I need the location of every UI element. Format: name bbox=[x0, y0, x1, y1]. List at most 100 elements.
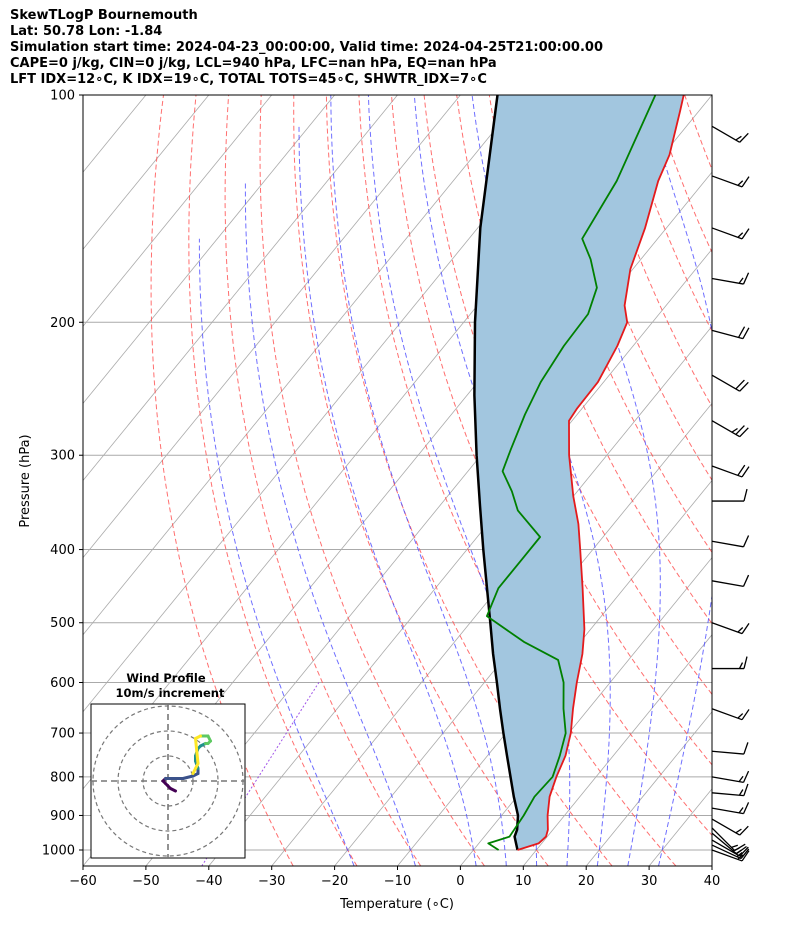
wind-barb-feather bbox=[735, 828, 742, 834]
title-line-location: Lat: 50.78 Lon: -1.84 bbox=[10, 24, 163, 39]
y-tick-label: 500 bbox=[50, 616, 75, 631]
isotherm-line bbox=[334, 402, 712, 866]
dry-adiabat bbox=[150, 95, 294, 866]
isotherm-line bbox=[83, 95, 273, 327]
wind-barb-staff bbox=[711, 832, 737, 855]
wind-barb-feather bbox=[737, 713, 744, 719]
wind-barb bbox=[711, 818, 749, 836]
wind-barb bbox=[711, 175, 750, 188]
isotherm-line bbox=[83, 95, 84, 96]
wind-barb-feather bbox=[741, 466, 750, 478]
wind-barb bbox=[711, 125, 749, 143]
wind-barb-feather bbox=[737, 854, 744, 860]
wind-barb-feather bbox=[735, 135, 742, 141]
wind-barb-feather bbox=[742, 770, 750, 783]
y-tick-label: 1000 bbox=[42, 844, 75, 859]
dewpoint-profile-line bbox=[485, 95, 657, 851]
y-tick-label: 400 bbox=[50, 543, 75, 558]
cin-shading bbox=[474, 95, 684, 850]
wind-barb-feather bbox=[743, 742, 749, 755]
wind-barb-feather bbox=[743, 656, 748, 669]
wind-barb-feather bbox=[741, 176, 750, 188]
wind-barb-feather bbox=[742, 272, 750, 285]
dry-adiabat bbox=[521, 95, 712, 554]
wind-barb bbox=[711, 844, 750, 860]
isotherm-line bbox=[83, 95, 335, 405]
wind-barb-feather bbox=[738, 662, 744, 669]
wind-barb-staff bbox=[711, 465, 743, 478]
wind-barb-feather bbox=[739, 427, 749, 438]
wind-barb-feather bbox=[742, 535, 750, 548]
wind-barb-staff bbox=[711, 540, 744, 548]
wind-barb-feather bbox=[738, 775, 744, 782]
wind-barb-staff bbox=[711, 708, 743, 721]
x-tick-label: 0 bbox=[456, 874, 464, 889]
wind-barb-staff bbox=[711, 792, 744, 797]
hodograph-ring bbox=[117, 730, 219, 832]
wind-barb-feather bbox=[741, 850, 750, 862]
title-line-stability-indices: LFT IDX=12∘C, K IDX=19∘C, TOTAL TOTS=45∘… bbox=[10, 72, 487, 87]
dry-adiabat bbox=[783, 95, 794, 866]
isotherm-line bbox=[145, 171, 712, 866]
dry-adiabat bbox=[750, 95, 794, 866]
isotherm-line bbox=[775, 95, 794, 866]
wind-barb-staff bbox=[711, 849, 743, 862]
wind-barb-staff bbox=[711, 374, 741, 392]
wind-barb-feather bbox=[739, 825, 749, 836]
wind-barb-staff bbox=[711, 420, 741, 438]
x-tick-label: −10 bbox=[384, 874, 411, 889]
wind-barb-staff bbox=[711, 277, 744, 285]
wind-barb-feather bbox=[741, 623, 750, 635]
x-tick-label: −30 bbox=[258, 874, 285, 889]
wind-barb-feather bbox=[737, 180, 744, 186]
wind-barb-feather bbox=[735, 425, 745, 435]
y-tick-label: 200 bbox=[50, 316, 75, 331]
wind-barb-staff bbox=[711, 175, 743, 188]
wind-barb bbox=[711, 227, 750, 240]
wind-barb bbox=[712, 488, 748, 502]
x-tick-label: 10 bbox=[515, 874, 532, 889]
wind-barb bbox=[711, 849, 750, 862]
wind-barb bbox=[711, 708, 750, 721]
wind-barb bbox=[711, 802, 750, 815]
wind-barb-feather bbox=[731, 844, 739, 849]
moist-adiabat bbox=[298, 126, 477, 866]
wind-barb bbox=[711, 770, 750, 784]
wind-barb bbox=[712, 656, 748, 670]
y-tick-label: 700 bbox=[50, 727, 75, 742]
dry-adiabat bbox=[391, 95, 712, 837]
isotherm-line bbox=[585, 711, 712, 866]
isotherm-line bbox=[397, 479, 712, 866]
wind-barb-staff bbox=[711, 776, 744, 784]
wind-barb-staff bbox=[711, 807, 744, 815]
isotherm-line bbox=[522, 634, 712, 866]
x-tick-label: 30 bbox=[641, 874, 658, 889]
wind-barb-staff bbox=[711, 125, 741, 143]
moist-adiabat bbox=[644, 95, 712, 866]
wind-barb bbox=[711, 783, 749, 797]
x-tick-label: −20 bbox=[321, 874, 348, 889]
wind-barbs bbox=[711, 125, 750, 862]
dry-adiabat bbox=[188, 95, 358, 866]
x-tick-label: −40 bbox=[195, 874, 222, 889]
dry-adiabat bbox=[259, 95, 485, 866]
wind-barb-feather bbox=[731, 427, 738, 433]
wind-barb bbox=[711, 464, 750, 478]
hodograph-subtitle: 10m/s increment bbox=[116, 686, 225, 700]
x-tick-label: 20 bbox=[578, 874, 595, 889]
y-tick-label: 800 bbox=[50, 770, 75, 785]
wind-barb bbox=[711, 326, 750, 340]
wind-barb bbox=[711, 374, 749, 392]
wind-barb-staff bbox=[711, 580, 744, 588]
wind-barb-feather bbox=[741, 709, 750, 721]
wind-barb bbox=[711, 574, 750, 588]
wind-barb-feather bbox=[734, 843, 746, 852]
title-block: SkewTLogP Bournemouth Lat: 50.78 Lon: -1… bbox=[10, 8, 603, 88]
y-axis-title: Pressure (hPa) bbox=[18, 434, 33, 527]
x-tick-label: −60 bbox=[69, 874, 96, 889]
wind-barb-feather bbox=[737, 464, 746, 476]
wind-barb-feather bbox=[741, 228, 750, 240]
hodograph-segment bbox=[194, 737, 200, 765]
wind-barb-feather bbox=[743, 783, 749, 796]
